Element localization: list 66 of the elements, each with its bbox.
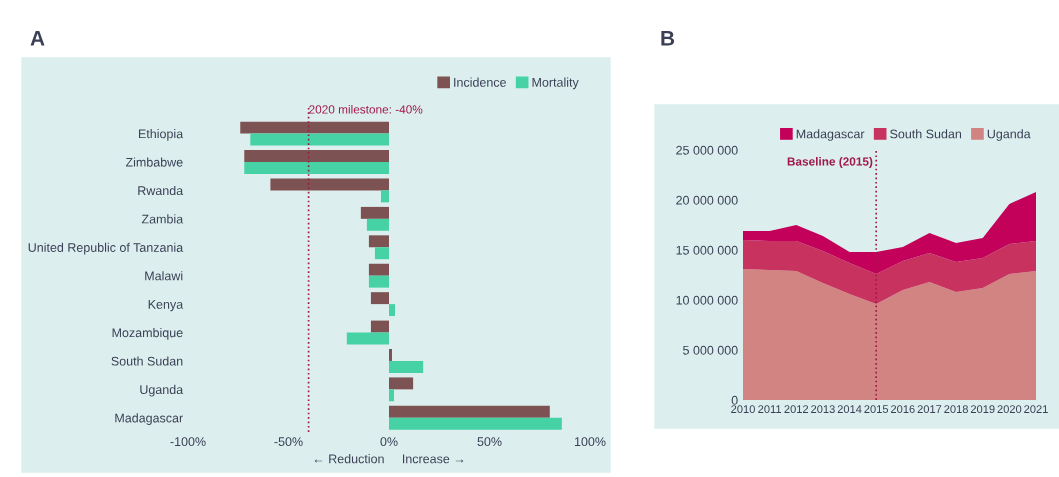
bar [380, 190, 389, 203]
y-tick-label: South Sudan [111, 356, 183, 366]
y-tick-label: United Republic of Tanzania [28, 242, 184, 255]
legend-label: Madagascar [796, 129, 865, 141]
y-tick-label: Zambia [141, 214, 184, 224]
bar [240, 121, 389, 134]
bar [360, 206, 389, 219]
bar [389, 377, 414, 390]
bar [368, 275, 389, 288]
y-tick-label: Rwanda [138, 185, 184, 196]
y-tick-label: Zimbabwe [125, 157, 183, 167]
y-tick-label: Madagascar [115, 413, 183, 425]
y-tick-label: 10 000 000 [676, 295, 738, 305]
bar [368, 235, 389, 248]
y-tick-label: Kenya [148, 300, 184, 312]
legend-label: South Sudan [890, 129, 962, 139]
ref-line-label: Baseline (2015) [787, 157, 873, 168]
y-tick-label: Mozambique [112, 328, 183, 340]
y-tick-label: 5 000 000 [683, 345, 738, 355]
legend-label: Mortality [532, 77, 579, 90]
bar [270, 178, 389, 191]
chart-title: A [30, 31, 45, 46]
legend-label: Incidence [454, 77, 506, 87]
x-tick-label: 2018 [944, 405, 968, 414]
bar [389, 405, 550, 418]
x-tick-label: 2013 [811, 405, 835, 414]
y-tick-label: 0 [731, 395, 738, 405]
x-tick-label: 50% [477, 437, 502, 447]
x-tick-label: 2012 [784, 405, 809, 414]
x-tick-label: 2017 [917, 405, 942, 414]
x-tick-label: 2010 [731, 405, 755, 414]
bar [389, 349, 393, 361]
y-tick-label: 25 000 000 [676, 145, 738, 155]
bar [389, 360, 424, 373]
x-tick-label: 2016 [891, 405, 915, 414]
x-tick-label: 0% [380, 437, 398, 447]
x-tick-label: 2015 [864, 405, 889, 414]
bar [366, 218, 389, 231]
y-tick-label: Uganda [140, 384, 184, 397]
bar [389, 389, 395, 402]
y-tick-label: Ethiopia [138, 129, 184, 141]
y-tick-label: Malawi [145, 271, 183, 281]
bar [368, 263, 389, 276]
bar [374, 247, 389, 260]
bar [389, 304, 396, 317]
x-tick-label: 2014 [837, 405, 862, 414]
bar [346, 332, 389, 345]
x-tick-label: 2019 [970, 405, 995, 414]
chart-title: B [661, 31, 675, 46]
bar [250, 133, 389, 146]
y-tick-label: 20 000 000 [676, 195, 738, 205]
bar [370, 292, 389, 305]
x-tick-label: 2020 [997, 405, 1022, 414]
x-tick-label: -50% [274, 437, 303, 447]
bar [244, 150, 389, 162]
bar [244, 162, 389, 174]
x-tick-label: 2011 [758, 405, 782, 414]
x-tick-label: -100% [170, 437, 206, 447]
bar [389, 417, 562, 430]
x-tick-label: 100% [574, 437, 606, 447]
x-tick-label: 2021 [1024, 405, 1048, 414]
x-axis-title: ← Reduction Increase → [314, 454, 464, 464]
y-tick-label: 15 000 000 [676, 245, 738, 255]
bar [370, 320, 389, 333]
legend-label: Uganda [987, 129, 1031, 141]
ref-line-label: 2020 milestone: -40% [309, 104, 423, 114]
